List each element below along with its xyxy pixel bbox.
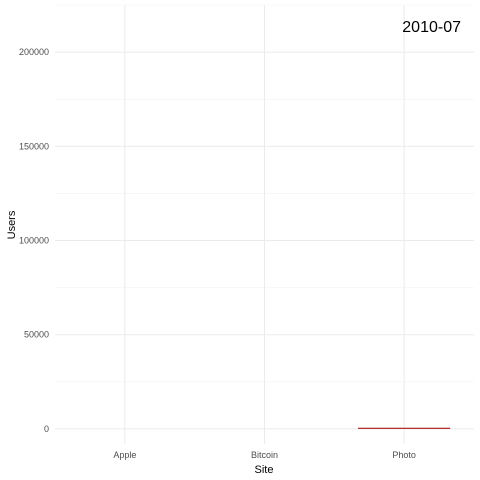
y-tick-labels: 0 50000 100000 150000 200000 xyxy=(19,47,49,434)
x-tick-label: Bitcoin xyxy=(251,450,278,460)
x-axis-title: Site xyxy=(255,464,274,476)
y-tick-label: 150000 xyxy=(19,141,49,151)
bars xyxy=(358,427,451,429)
frame-label: 2010-07 xyxy=(402,19,461,36)
x-tick-labels: Apple Bitcoin Photo xyxy=(113,450,416,460)
y-tick-label: 100000 xyxy=(19,236,49,246)
bar xyxy=(358,427,451,429)
y-tick-label: 200000 xyxy=(19,47,49,57)
x-tick-label: Apple xyxy=(113,450,136,460)
y-tick-label: 50000 xyxy=(24,330,49,340)
y-tick-label: 0 xyxy=(44,424,49,434)
x-tick-label: Photo xyxy=(392,450,416,460)
y-axis-title: Users xyxy=(6,210,18,239)
grid xyxy=(55,4,474,444)
